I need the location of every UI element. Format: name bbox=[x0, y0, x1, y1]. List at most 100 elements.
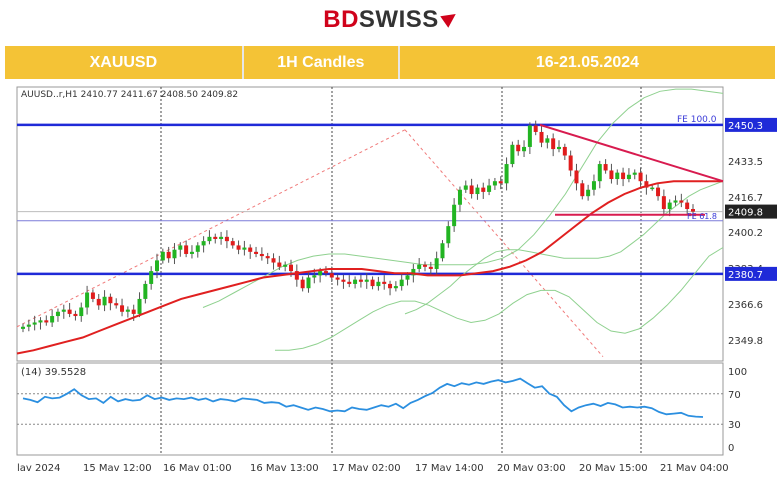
brand-arrow-icon bbox=[440, 8, 460, 28]
candle-body bbox=[382, 281, 387, 284]
candle-body bbox=[219, 236, 224, 239]
candle-body bbox=[411, 268, 416, 276]
price-panel-frame bbox=[16, 86, 724, 362]
oscillator-line bbox=[22, 377, 704, 418]
price-axis-tick: 2349.8 bbox=[728, 336, 763, 347]
candle-body bbox=[335, 277, 340, 280]
candle-body bbox=[615, 172, 620, 180]
candle-body bbox=[574, 170, 579, 184]
candle-body bbox=[195, 245, 200, 252]
candle-body bbox=[481, 187, 486, 192]
time-axis-tick: 20 Mav 03:00 bbox=[497, 463, 566, 474]
candle-body bbox=[603, 164, 608, 171]
candle-body bbox=[312, 275, 317, 278]
candle-body bbox=[277, 262, 282, 267]
candle-body bbox=[545, 138, 550, 143]
candle-body bbox=[376, 281, 381, 287]
candle-body bbox=[597, 164, 602, 182]
candle-body bbox=[516, 144, 521, 152]
candle-body bbox=[452, 204, 457, 227]
time-axis-tick: 17 Mav 14:00 bbox=[415, 463, 484, 474]
oscillator-axis-tick: 100 bbox=[728, 367, 747, 378]
candle-body bbox=[609, 170, 614, 180]
candle-body bbox=[79, 307, 84, 317]
candle-body bbox=[685, 202, 690, 210]
ma-fast-line bbox=[16, 180, 723, 355]
candle-body bbox=[673, 200, 678, 203]
price-label-text: 2409.8 bbox=[728, 208, 763, 219]
candle-body bbox=[44, 320, 49, 323]
candle-body bbox=[510, 144, 515, 165]
candle-body bbox=[155, 260, 159, 272]
chart-area: FE 100.0 FE 61.8 AUUSD..r,H1 2410.77 2411.… bbox=[5, 79, 780, 485]
time-axis-tick: 17 Mav 02:00 bbox=[332, 463, 401, 474]
candle-body bbox=[661, 196, 666, 210]
candle-body bbox=[475, 187, 480, 195]
fe-61-label: FE 61.8 bbox=[687, 212, 717, 221]
candle-body bbox=[143, 283, 148, 299]
candle-body bbox=[114, 303, 119, 306]
price-label-text: 2380.7 bbox=[728, 270, 763, 281]
candle-body bbox=[423, 264, 427, 267]
candle-body bbox=[364, 279, 369, 282]
candle-body bbox=[283, 264, 288, 267]
fe-100-label: FE 100.0 bbox=[677, 115, 717, 125]
oscillator-title: (14) 39.5528 bbox=[21, 367, 86, 378]
candle-body bbox=[691, 209, 695, 212]
time-axis-tick: 16 Mav 13:00 bbox=[250, 463, 319, 474]
candle-body bbox=[259, 253, 264, 257]
candle-body bbox=[393, 286, 398, 289]
candle-body bbox=[248, 247, 253, 252]
period-label: 16-21.05.2024 bbox=[535, 53, 640, 71]
ma-slow-lower-band bbox=[275, 247, 724, 351]
candle-body bbox=[178, 245, 183, 250]
candle-body bbox=[341, 279, 346, 282]
candle-body bbox=[306, 277, 311, 289]
candle-body bbox=[487, 185, 492, 192]
candle-body bbox=[294, 271, 299, 280]
candle-body bbox=[417, 264, 422, 269]
candle-body bbox=[131, 309, 136, 314]
candle-body bbox=[67, 309, 72, 314]
candle-body bbox=[498, 181, 503, 184]
candle-body bbox=[201, 241, 206, 246]
price-label-box bbox=[725, 266, 777, 281]
candle-body bbox=[591, 181, 596, 190]
price-axis-tick: 2416.7 bbox=[728, 193, 763, 204]
candle-body bbox=[679, 200, 684, 203]
candle-body bbox=[527, 125, 532, 147]
candle-body bbox=[539, 131, 544, 143]
candle-body bbox=[189, 251, 194, 254]
oscillator-axis-tick: 70 bbox=[728, 390, 741, 401]
candle-body bbox=[557, 146, 561, 150]
price-axis-tick: 2433.5 bbox=[728, 157, 763, 168]
candle-body bbox=[440, 243, 445, 259]
candle-body bbox=[38, 320, 43, 323]
candle-body bbox=[289, 264, 293, 272]
brand-swiss: SWISS bbox=[358, 6, 439, 33]
candle-body bbox=[638, 172, 643, 182]
brand-logo: BDSWISS bbox=[0, 6, 780, 36]
candle-body bbox=[329, 273, 334, 278]
candle-body bbox=[318, 271, 323, 276]
candle-body bbox=[656, 187, 661, 197]
candle-body bbox=[120, 305, 125, 312]
candle-body bbox=[172, 249, 177, 259]
candle-body bbox=[469, 185, 474, 195]
candle-body bbox=[492, 181, 497, 186]
symbol-info-text: AUUSD..r,H1 2410.77 2411.67 2408.50 2409… bbox=[21, 90, 238, 100]
candle-body bbox=[533, 125, 538, 132]
candle-body bbox=[102, 296, 107, 306]
candle-body bbox=[50, 316, 55, 323]
candle-body bbox=[85, 292, 90, 308]
candle-body bbox=[125, 309, 130, 312]
brand-bd: BD bbox=[323, 6, 359, 33]
time-axis-tick: 21 Mav 04:00 bbox=[660, 463, 729, 474]
candle-body bbox=[522, 146, 527, 152]
candle-body bbox=[55, 311, 60, 317]
candle-body bbox=[26, 324, 31, 327]
price-label-box bbox=[725, 204, 777, 219]
candle-body bbox=[644, 181, 649, 188]
candle-body bbox=[353, 279, 358, 284]
candle-body bbox=[626, 174, 631, 180]
